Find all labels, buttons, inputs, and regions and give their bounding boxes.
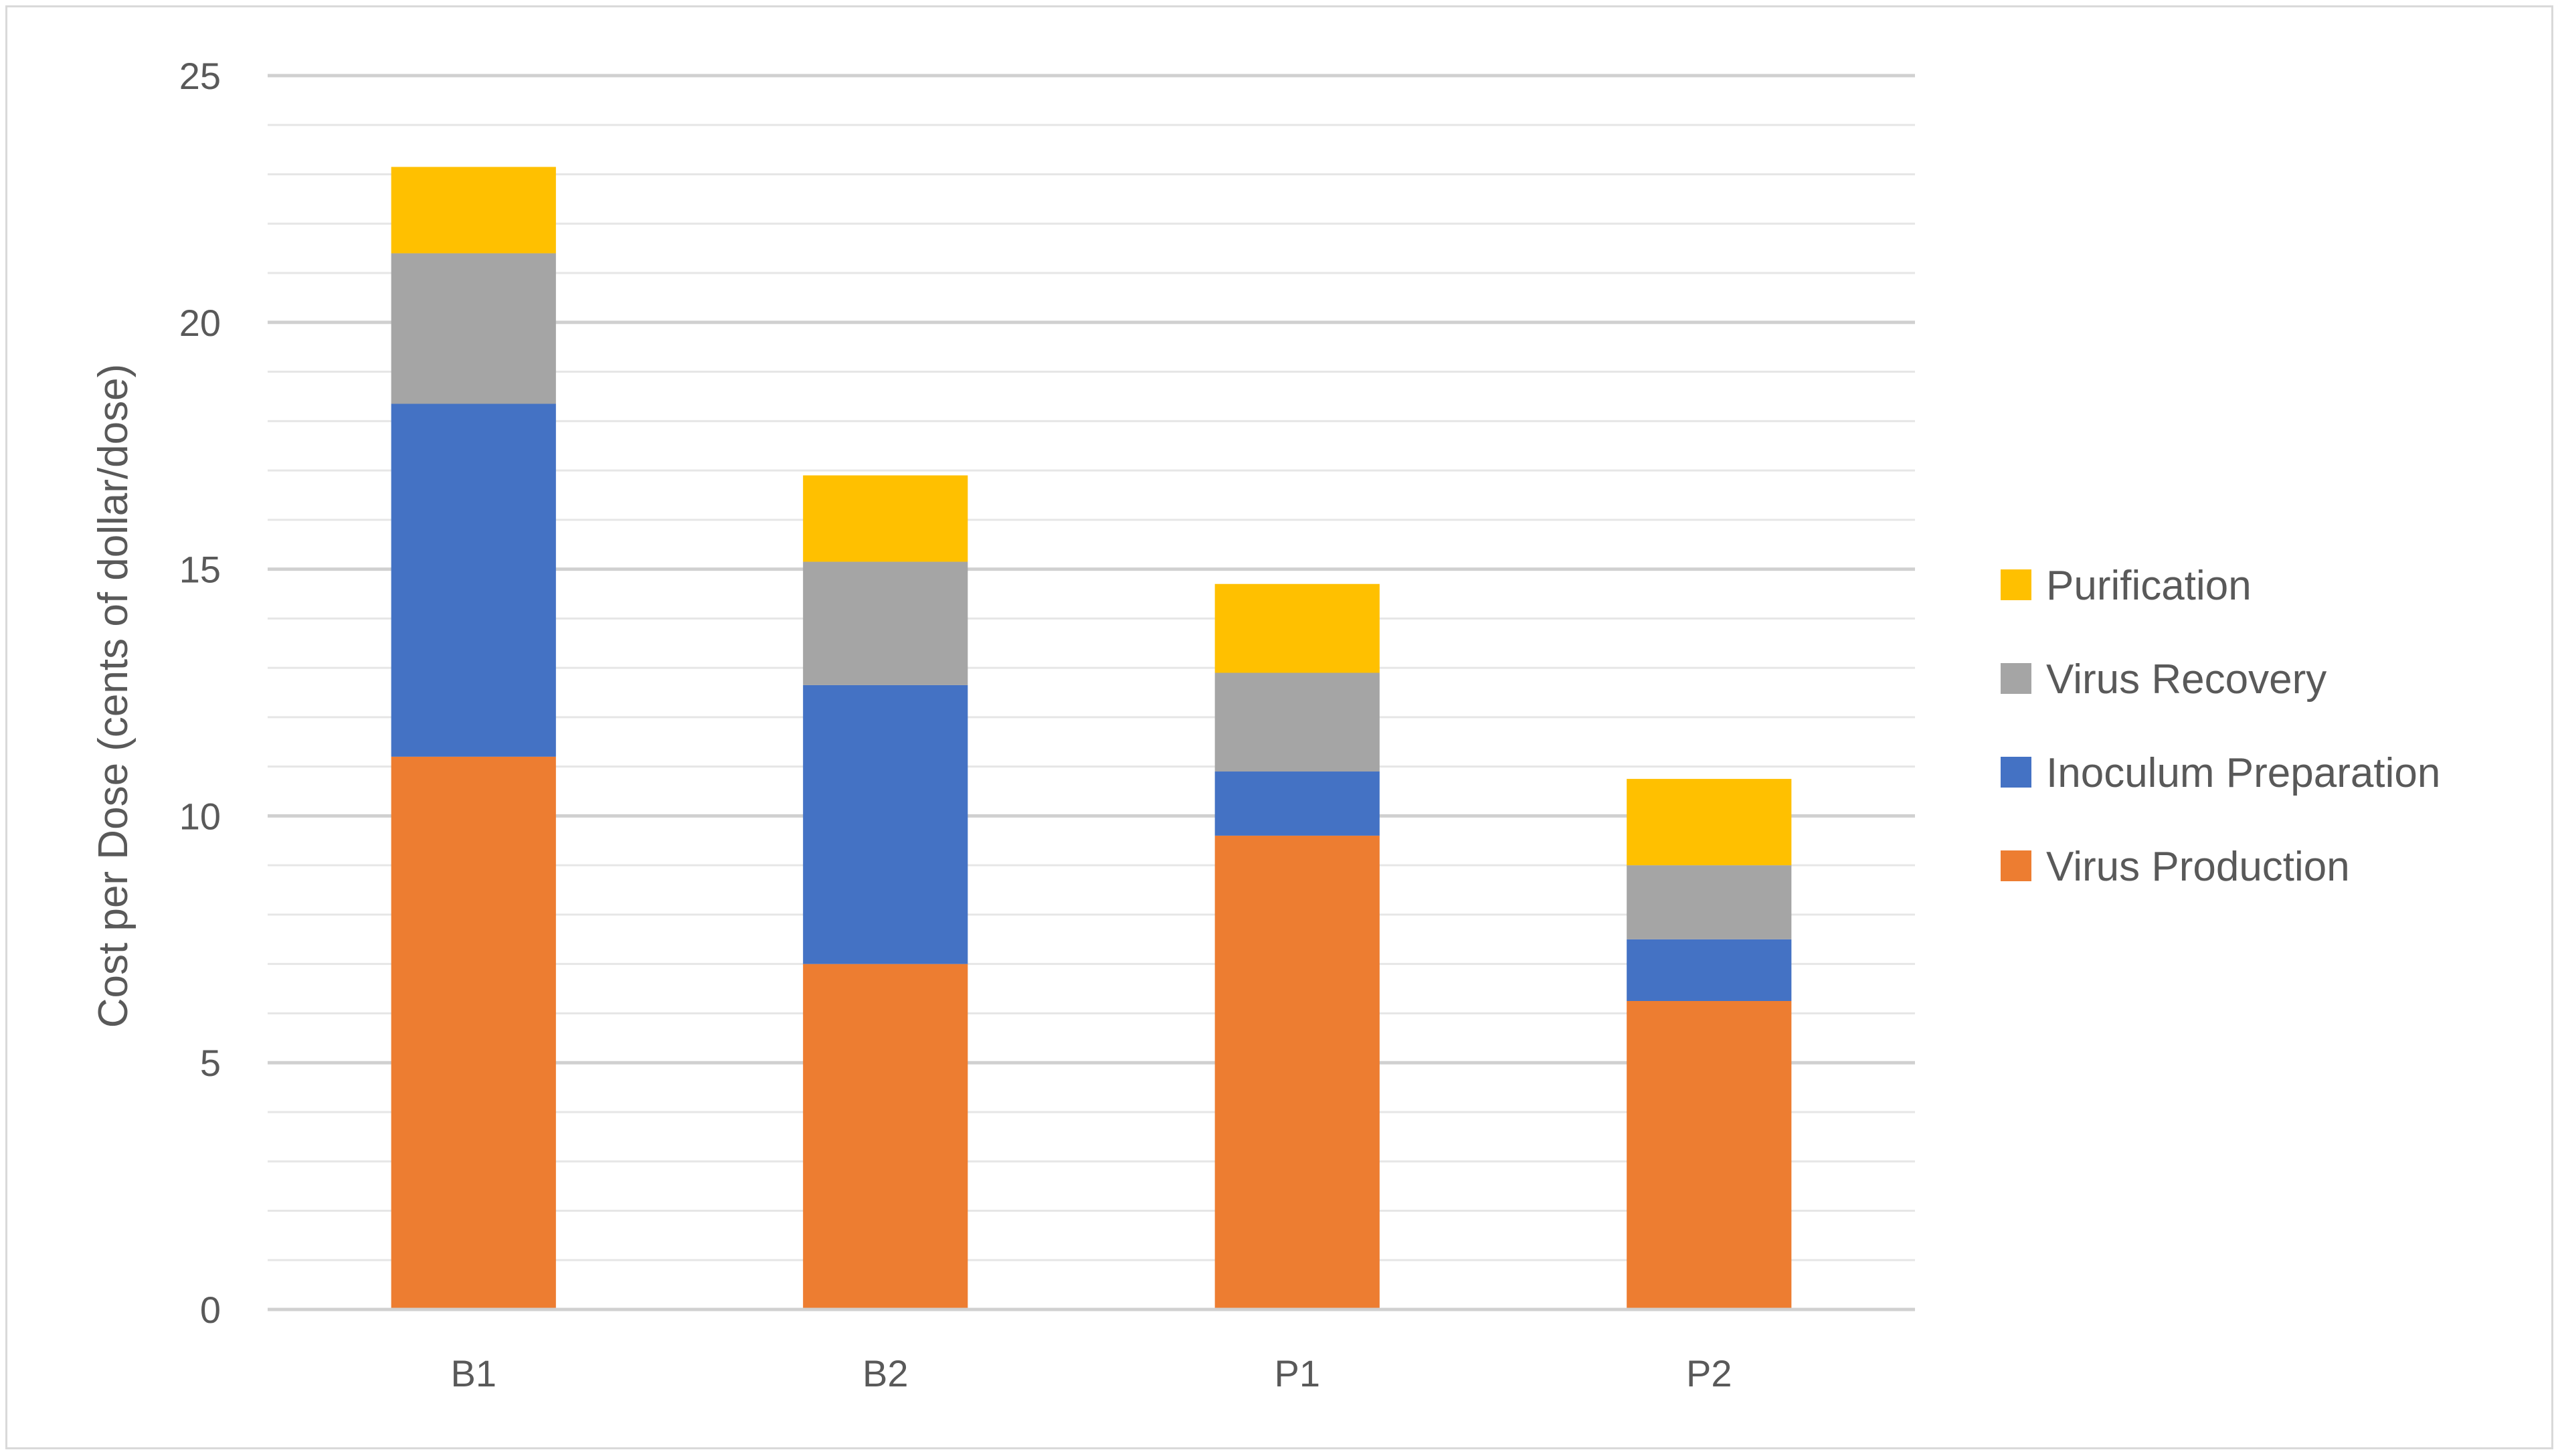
bar-segment-p1-purification	[1214, 583, 1380, 673]
bar-segment-p2-purification	[1627, 779, 1792, 866]
bar-segment-b1-purification	[391, 167, 556, 254]
x-tick-label: P2	[1686, 1352, 1732, 1394]
bar-segment-b1-virus-recovery	[391, 253, 556, 404]
y-tick-label: 10	[179, 795, 221, 837]
x-tick-label: B2	[862, 1352, 909, 1394]
legend-label-virus-recovery: Virus Recovery	[2046, 656, 2326, 703]
y-tick-label: 5	[200, 1042, 221, 1084]
bars	[391, 167, 1792, 1309]
bar-segment-p2-inoculum-preparation	[1627, 939, 1792, 1001]
bar-segment-b2-virus-production	[803, 964, 968, 1309]
bar-segment-p1-virus-production	[1214, 835, 1380, 1309]
legend-label-virus-production: Virus Production	[2046, 844, 2350, 890]
x-tick-label: B1	[451, 1352, 497, 1394]
bar-segment-b2-inoculum-preparation	[803, 685, 968, 964]
bar-segment-p1-inoculum-preparation	[1214, 771, 1380, 836]
legend-swatch-purification	[2001, 569, 2031, 600]
y-tick-label: 20	[179, 302, 221, 344]
legend-swatch-virus-production	[2001, 850, 2031, 881]
bar-segment-b2-virus-recovery	[803, 561, 968, 685]
bar-segment-b1-virus-production	[391, 756, 556, 1309]
bar-segment-b2-purification	[803, 475, 968, 562]
bar-segment-p2-virus-recovery	[1627, 865, 1792, 939]
y-tick-label: 25	[179, 55, 221, 97]
legend-swatch-inoculum-preparation	[2001, 757, 2031, 788]
tick-labels: 0 5 10 15 20 25 B1 B2 P1 P2	[179, 55, 1732, 1394]
bar-segment-b1-inoculum-preparation	[391, 403, 556, 757]
legend-swatch-virus-recovery	[2001, 663, 2031, 694]
legend-label-purification: Purification	[2046, 563, 2252, 609]
y-axis-title: Cost per Dose (cents of dollar/dose)	[90, 364, 136, 1028]
legend: Purification Virus Recovery Inoculum Prepa…	[2001, 563, 2440, 890]
x-tick-label: P1	[1275, 1352, 1321, 1394]
bar-segment-p1-virus-recovery	[1214, 672, 1380, 772]
legend-label-inoculum-preparation: Inoculum Preparation	[2046, 750, 2440, 796]
y-tick-label: 15	[179, 549, 221, 591]
bar-segment-p2-virus-production	[1627, 1001, 1792, 1309]
y-tick-label: 0	[200, 1289, 221, 1331]
